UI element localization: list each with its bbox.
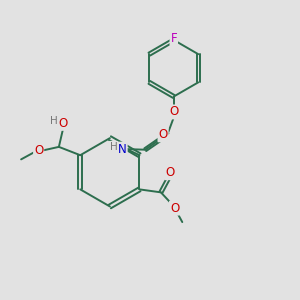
Text: O: O bbox=[169, 106, 178, 118]
Text: O: O bbox=[170, 202, 179, 214]
Text: O: O bbox=[34, 144, 43, 157]
Text: O: O bbox=[59, 117, 68, 130]
Text: H: H bbox=[110, 142, 117, 152]
Text: F: F bbox=[170, 32, 177, 45]
Text: O: O bbox=[158, 128, 168, 141]
Text: H: H bbox=[50, 116, 58, 126]
Text: O: O bbox=[165, 166, 174, 179]
Text: N: N bbox=[118, 142, 127, 156]
